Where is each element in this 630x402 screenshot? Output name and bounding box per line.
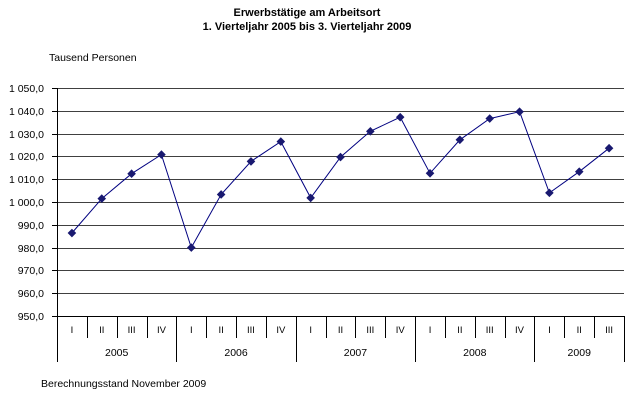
quarter-label: I	[429, 325, 432, 336]
y-tick-label: 990,0	[18, 220, 44, 232]
data-point-marker	[574, 167, 584, 176]
data-point-marker	[246, 157, 256, 166]
quarter-label: IV	[515, 325, 525, 336]
quarter-label: I	[71, 325, 74, 336]
year-label: 2006	[224, 347, 248, 359]
chart-title: Erwerbstätige am Arbeitsort	[233, 7, 381, 19]
chart-title-block: Erwerbstätige am Arbeitsort 1. Viertelja…	[0, 6, 622, 34]
quarter-label: II	[577, 325, 582, 336]
quarter-label: IV	[157, 325, 167, 336]
quarter-label: III	[366, 325, 374, 336]
year-label: 2009	[568, 347, 592, 359]
data-point-marker	[604, 143, 614, 153]
quarter-label: II	[99, 325, 104, 336]
year-label: 2007	[344, 347, 368, 359]
quarter-label: II	[338, 325, 343, 336]
data-point-marker	[545, 188, 554, 198]
quarter-label: II	[457, 325, 462, 336]
chart-subtitle: 1. Vierteljahr 2005 bis 3. Vierteljahr 2…	[202, 21, 412, 33]
quarter-label: I	[190, 325, 193, 336]
year-label: 2008	[463, 347, 487, 359]
quarter-label: IV	[276, 325, 286, 336]
data-point-marker	[395, 112, 405, 122]
data-point-marker	[515, 107, 524, 117]
quarter-label: III	[128, 325, 136, 336]
y-tick-label: 1 020,0	[9, 151, 44, 163]
quarter-label: III	[486, 325, 494, 336]
y-tick-label: 1 050,0	[9, 83, 44, 95]
quarter-label: IV	[396, 325, 406, 336]
y-tick-label: 1 030,0	[9, 129, 44, 141]
y-tick-label: 950,0	[18, 311, 44, 323]
data-point-marker	[306, 193, 315, 203]
y-tick-label: 1 040,0	[9, 106, 44, 118]
y-axis-unit-label: Tausend Personen	[49, 52, 137, 64]
y-tick-label: 1 000,0	[9, 197, 44, 209]
data-point-marker	[425, 168, 435, 178]
data-point-marker	[485, 114, 495, 123]
data-point-marker	[67, 228, 77, 238]
data-point-marker	[455, 135, 465, 145]
data-point-marker	[127, 169, 136, 179]
data-point-marker	[336, 152, 345, 162]
quarter-label: III	[247, 325, 255, 336]
y-tick-label: 980,0	[18, 243, 44, 255]
data-point-marker	[276, 137, 286, 146]
data-point-marker	[366, 127, 375, 136]
quarter-label: II	[218, 325, 223, 336]
footnote: Berechnungsstand November 2009	[41, 378, 207, 390]
data-point-marker	[157, 150, 166, 159]
data-point-marker	[186, 243, 196, 252]
y-tick-label: 1 010,0	[9, 174, 44, 186]
data-point-marker	[97, 194, 107, 203]
y-tick-label: 970,0	[18, 265, 44, 277]
data-point-marker	[216, 190, 226, 199]
quarter-label: I	[548, 325, 551, 336]
year-label: 2005	[105, 347, 129, 359]
quarter-label: I	[309, 325, 312, 336]
quarter-label: III	[605, 325, 613, 336]
y-tick-label: 960,0	[18, 288, 44, 300]
